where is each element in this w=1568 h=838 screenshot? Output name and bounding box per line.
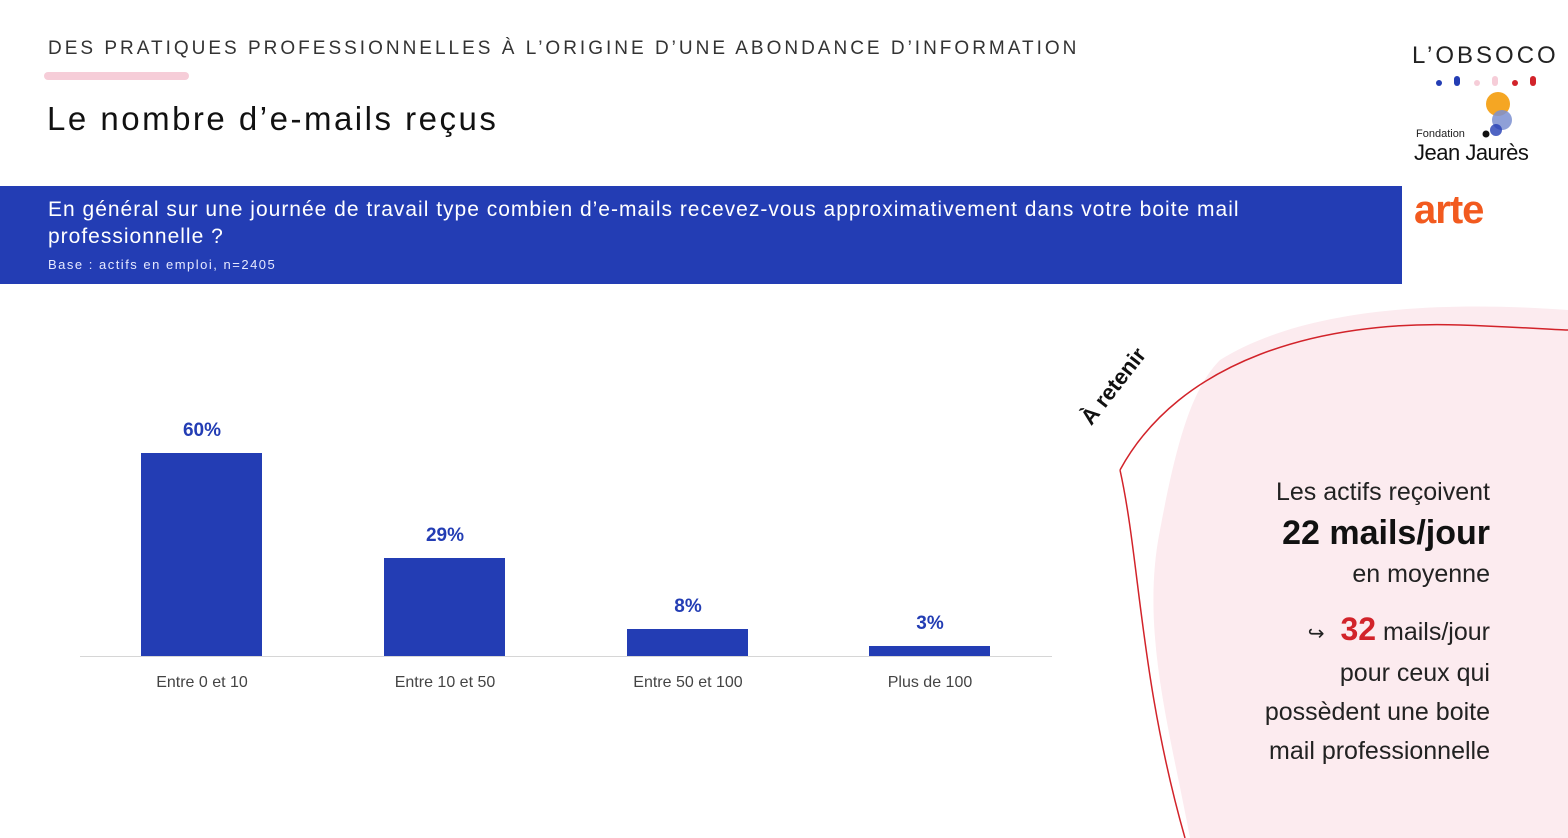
bar-entre-50-et-100 xyxy=(627,629,748,656)
sample-base: Base : actifs en emploi, n=2405 xyxy=(48,257,277,272)
category-label: Entre 0 et 10 xyxy=(156,674,248,691)
bar-entre-10-et-50 xyxy=(384,558,505,656)
value-label: 60% xyxy=(182,420,222,441)
kicker-underline xyxy=(44,72,189,80)
arte-logo: arte xyxy=(1414,188,1484,232)
page-title: Le nombre d’e-mails reçus xyxy=(47,100,499,137)
obsoco-logo: L’OBSOCO xyxy=(1412,42,1556,86)
average-mails-highlight: 22 mails/jour xyxy=(1282,514,1490,552)
takeaway-blob xyxy=(1119,306,1568,838)
survey-question: En général sur une journée de travail ty… xyxy=(48,198,1240,248)
fondation-jean-jaures-logo: Fondation Jean Jaurès xyxy=(1414,90,1554,170)
category-label: Plus de 100 xyxy=(887,674,973,691)
partner-logos: L’OBSOCO Fondation Jean Jaurès arte xyxy=(1402,30,1568,232)
pro-mailbox-number: 32 xyxy=(1340,611,1377,647)
value-label: 8% xyxy=(674,596,702,617)
bar-plus-de-100 xyxy=(869,646,990,656)
value-label: 29% xyxy=(425,525,465,546)
category-label: Entre 50 et 100 xyxy=(633,674,743,691)
value-label: 3% xyxy=(916,613,944,634)
fjj-circles-icon xyxy=(1482,92,1512,138)
section-kicker: DES PRATIQUES PROFESSIONNELLES À L’ORIGI… xyxy=(48,38,1080,59)
question-banner: En général sur une journée de travail ty… xyxy=(0,186,1402,284)
bar-entre-0-et-10 xyxy=(141,453,262,656)
category-label: Entre 10 et 50 xyxy=(394,674,496,691)
takeaway-text: Les actifs reçoivent 22 mails/jour en mo… xyxy=(1180,474,1490,771)
x-axis xyxy=(80,656,1052,657)
bar-chart: 60% Entre 0 et 10 29% Entre 10 et 50 8% … xyxy=(80,400,1052,710)
return-arrow-icon: ↪ xyxy=(1307,623,1325,645)
